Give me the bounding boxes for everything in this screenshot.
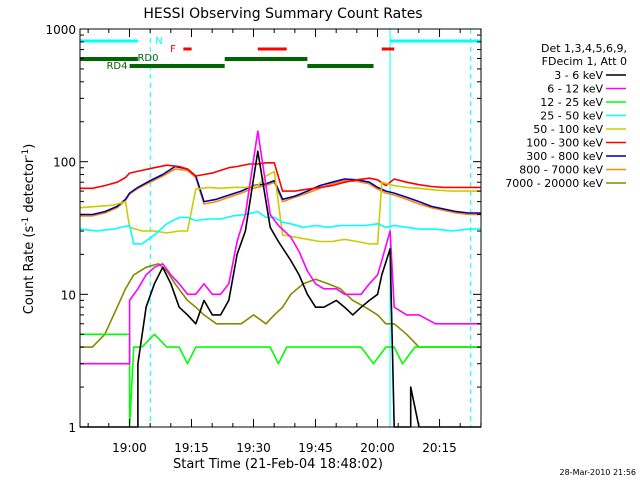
flag-label: N xyxy=(155,36,162,47)
y-axis-title-exponent: -1 xyxy=(21,149,31,158)
legend-label: 800 - 7000 keV xyxy=(519,164,603,177)
series-line xyxy=(80,168,481,217)
y-axis-title-part: ) xyxy=(22,144,37,149)
series-line xyxy=(80,262,481,348)
series-line xyxy=(80,165,481,216)
legend-label: 300 - 800 keV xyxy=(526,150,603,163)
legend-label: 3 - 6 keV xyxy=(554,69,603,82)
series-line xyxy=(79,210,481,245)
series-line xyxy=(80,150,481,428)
series-line xyxy=(80,130,481,365)
legend-label: 100 - 300 keV xyxy=(526,137,603,150)
flag-bars: NF RD0 RD4 xyxy=(80,36,481,72)
legend-header-line: FDecim 1, Att 0 xyxy=(542,55,627,68)
series-lines xyxy=(79,130,481,428)
x-tick-label: 20:00 xyxy=(360,441,395,455)
x-tick-label: 19:30 xyxy=(236,441,271,455)
series-line xyxy=(79,170,481,245)
x-tick-label: 19:15 xyxy=(174,441,209,455)
legend-label: 7000 - 20000 keV xyxy=(505,177,603,190)
flag-label: RD0 xyxy=(137,53,158,64)
legend-label: 6 - 12 keV xyxy=(547,83,603,96)
plot-frame xyxy=(79,28,482,428)
flag-label: F xyxy=(170,44,176,55)
legend-label: 25 - 50 keV xyxy=(540,110,603,123)
y-axis-title-part: Count Rate (s xyxy=(22,226,37,315)
legend: Det 1,3,4,5,6,9, FDecim 1, Att 0 3 - 6 k… xyxy=(505,42,627,190)
y-tick-label: 1000 xyxy=(45,23,76,37)
y-axis-title: Count Rate (s-1 detector-1) xyxy=(21,144,37,315)
x-tick-label: 19:00 xyxy=(112,441,147,455)
y-axis-title-part: detector xyxy=(22,157,37,217)
y-tick-label: 10 xyxy=(61,288,76,302)
x-axis-title: Start Time (21-Feb-04 18:48:02) xyxy=(173,457,383,472)
flag-label: RD4 xyxy=(106,61,127,72)
legend-label: 50 - 100 keV xyxy=(533,123,603,136)
y-axis-title-exponent: -1 xyxy=(21,217,31,226)
legend-label: 12 - 25 keV xyxy=(540,96,603,109)
legend-header-line: Det 1,3,4,5,6,9, xyxy=(541,42,627,55)
x-axis-ticks: 19:00 19:15 19:30 19:45 20:00 20:15 xyxy=(87,29,482,455)
y-tick-label: 1 xyxy=(68,421,76,435)
x-tick-label: 20:15 xyxy=(422,441,457,455)
y-axis-ticks: 1 10 100 1000 xyxy=(45,23,481,435)
footer-timestamp: 28-Mar-2010 21:56 xyxy=(560,468,637,477)
x-tick-label: 19:45 xyxy=(298,441,333,455)
y-tick-label: 100 xyxy=(53,156,76,170)
series-line xyxy=(80,333,481,428)
chart-title: HESSI Observing Summary Count Rates xyxy=(143,6,422,22)
